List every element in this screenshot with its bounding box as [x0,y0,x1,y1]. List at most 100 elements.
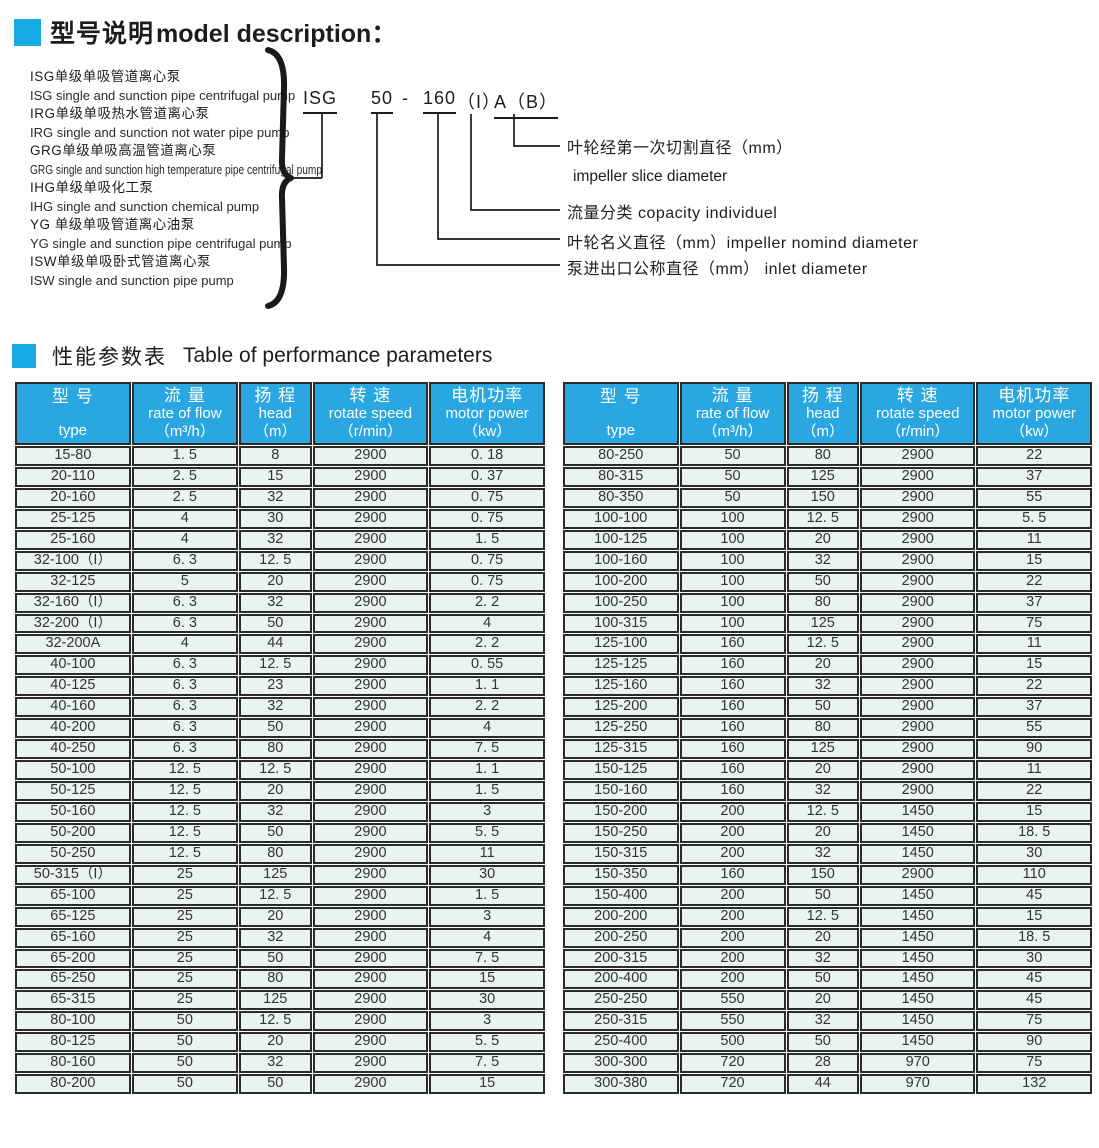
table-cell: 1450 [859,822,976,843]
table-cell: 15 [976,655,1092,676]
table-cell: 5. 5 [976,508,1092,529]
header-cell: 扬 程 head （m） [786,382,859,445]
header-cell: 电机功率 motor power （kw） [429,382,545,445]
table-cell: 160 [679,655,786,676]
table-cell: 1450 [859,843,976,864]
pump-type-en: ISW single and sunction pipe pump [30,272,234,288]
table-row: 15-80 1. 5 8 2900 0. 18 [15,446,545,466]
table-cell: 100 [679,571,786,592]
table-cell: 2900 [312,843,429,864]
callout-impeller-slice-cn: 叶轮经第一次切割直径（mm） [567,140,793,157]
table-cell: 65-100 [15,885,131,906]
table-cell: 1450 [859,990,976,1011]
table-cell: 32 [786,781,859,801]
table-cell: 90 [976,1032,1092,1053]
table-cell: 250-250 [563,990,679,1011]
table-cell: 2900 [312,906,429,927]
model-code-inlet: 50 [371,88,394,114]
table-cell: 65-250 [15,969,131,990]
table-cell: 30 [976,948,1092,969]
table-cell: 2900 [312,948,429,969]
table-cell: 100-160 [563,550,679,571]
table-cell: 20 [238,1032,312,1053]
table-cell: 32-200A [15,634,131,655]
table-row: 150-250 200 20 1450 18. 5 [563,822,1092,843]
table-cell: 80 [786,446,859,466]
performance-table-heading: 性能参数表 Table of performance parameters [12,341,492,371]
table-row: 32-100（I） 6. 3 12. 5 2900 0. 75 [15,550,545,571]
table-cell: 7. 5 [429,739,545,760]
table-cell: 200 [679,969,786,990]
table-cell: 25 [131,969,238,990]
heading-text-cn: 型号说明 [50,20,155,48]
table-row: 20-110 2. 5 15 2900 0. 37 [15,466,545,487]
table-cell: 50 [131,1074,238,1095]
table-cell: 2900 [312,781,429,801]
table-cell: 45 [976,969,1092,990]
table-cell: 50 [786,885,859,906]
table-cell: 150-400 [563,885,679,906]
model-code-slice: A（B） [494,88,559,119]
table-cell: 6. 3 [131,718,238,739]
table-cell: 2900 [312,1011,429,1032]
table-cell: 2. 5 [131,487,238,508]
table-row: 50-200 12. 5 50 2900 5. 5 [15,822,545,843]
table-cell: 32 [786,550,859,571]
table-cell: 2900 [859,864,976,885]
table-cell: 2900 [859,634,976,655]
table-cell: 45 [976,990,1092,1011]
table-cell: 150-350 [563,864,679,885]
table-cell: 2900 [859,718,976,739]
table-cell: 200 [679,927,786,948]
table-cell: 11 [429,843,545,864]
table-cell: 30 [238,508,312,529]
table-cell: 50-200 [15,822,131,843]
table-cell: 2900 [312,969,429,990]
table-cell: 2900 [312,990,429,1011]
table-cell: 2900 [859,697,976,718]
table-row: 125-250 160 80 2900 55 [563,718,1092,739]
table-row: 200-250 200 20 1450 18. 5 [563,927,1092,948]
table-row: 50-125 12. 5 20 2900 1. 5 [15,781,545,801]
pump-type-en: IHG single and sunction chemical pump [30,198,260,214]
table-cell: 44 [238,634,312,655]
table-cell: 2900 [312,1053,429,1074]
callout-nominal-diameter: 叶轮名义直径（mm）impeller nomind diameter [567,235,919,252]
table-cell: 125-100 [563,634,679,655]
table-cell: 100-100 [563,508,679,529]
table-cell: 40-100 [15,655,131,676]
table-header-row: 型 号 type 流 量 rate of flow （m³/h）扬 程 head （m）转 … [15,382,545,445]
heading-square-icon [12,344,36,368]
table-cell: 970 [859,1053,976,1074]
table-cell: 125 [238,990,312,1011]
table-cell: 50 [238,948,312,969]
table-cell: 2900 [312,1074,429,1095]
table-cell: 4 [131,634,238,655]
table-cell: 2900 [312,487,429,508]
table-cell: 55 [976,487,1092,508]
table-cell: 30 [429,990,545,1011]
table-cell: 0. 55 [429,655,545,676]
table-cell: 4 [429,613,545,634]
table-cell: 2900 [859,571,976,592]
table-cell: 12. 5 [786,634,859,655]
table-row: 100-125 100 20 2900 11 [563,529,1092,550]
table-cell: 2900 [859,613,976,634]
table-cell: 15-80 [15,446,131,466]
table-cell: 37 [976,697,1092,718]
table-cell: 45 [976,885,1092,906]
table-cell: 32-200（I） [15,613,131,634]
table-cell: 125-250 [563,718,679,739]
table-cell: 15 [429,969,545,990]
table-cell: 720 [679,1053,786,1074]
table-cell: 80 [786,592,859,613]
table-cell: 50 [786,697,859,718]
table-cell: 2900 [859,550,976,571]
pump-type-cn: ISW单级单吸卧式管道离心泵 [30,254,211,269]
table-cell: 50 [679,487,786,508]
table-cell: 1. 5 [429,781,545,801]
table-cell: 150-250 [563,822,679,843]
table-cell: 2900 [312,927,429,948]
table-row: 125-100 160 12. 5 2900 11 [563,634,1092,655]
table-cell: 12. 5 [238,550,312,571]
